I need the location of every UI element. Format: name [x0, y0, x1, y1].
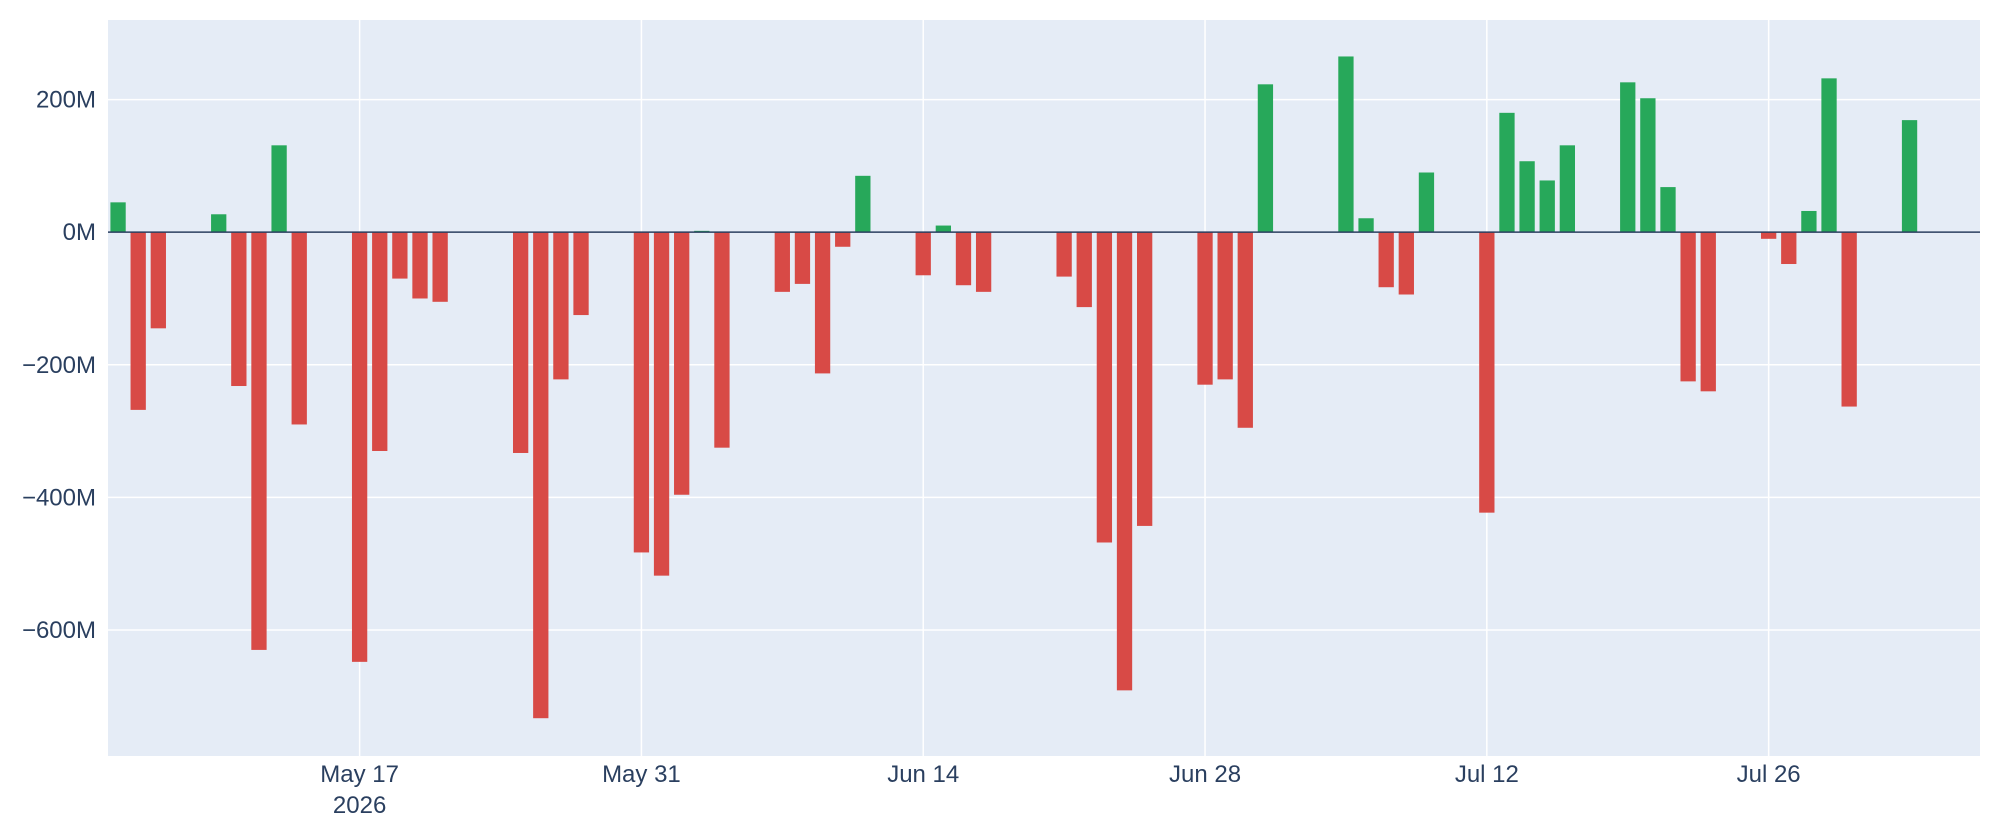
x-axis-ticks: May 17 2026 May 31 Jun 14 Jun 28 Jul 12 Jul 26 — [320, 761, 1800, 819]
bar — [1640, 98, 1656, 233]
plot-background — [108, 20, 1980, 756]
bar — [1821, 78, 1837, 233]
x-tick-label: Jul 26 — [1737, 761, 1801, 788]
bar — [1257, 84, 1274, 233]
bars — [110, 56, 1918, 719]
x-tick-sublabel: 2026 — [333, 792, 386, 819]
bar — [1116, 232, 1133, 691]
bar — [372, 232, 388, 451]
bar — [674, 232, 690, 495]
bar — [533, 232, 549, 719]
bar — [1760, 232, 1777, 239]
bar — [1197, 232, 1213, 385]
bar — [935, 225, 952, 233]
bar — [392, 232, 408, 279]
y-tick-label: 0M — [63, 219, 96, 246]
bar — [573, 232, 589, 316]
bar — [211, 214, 227, 233]
bar — [1378, 232, 1394, 288]
bar — [1901, 120, 1918, 233]
bar — [1358, 218, 1374, 233]
bar — [633, 232, 650, 553]
bar — [1418, 172, 1435, 233]
bar — [774, 232, 790, 292]
x-tick-label: May 17 — [320, 761, 399, 788]
bar — [915, 232, 931, 276]
x-tick-label: May 31 — [602, 761, 681, 788]
bar — [1660, 187, 1676, 233]
bar — [1559, 145, 1576, 233]
x-tick-label: Jul 12 — [1455, 761, 1519, 788]
bar — [110, 202, 126, 233]
bar — [1519, 161, 1535, 233]
bar — [1096, 232, 1113, 543]
bar — [975, 232, 992, 292]
bar — [1136, 232, 1153, 526]
bar — [231, 232, 247, 387]
bar — [512, 232, 529, 453]
bar — [412, 232, 428, 299]
bar — [1398, 232, 1414, 295]
bar — [714, 232, 730, 448]
bar — [1499, 112, 1515, 233]
bar — [1479, 232, 1495, 513]
bar — [1056, 232, 1072, 277]
bar — [1076, 232, 1092, 308]
bar — [1680, 232, 1696, 382]
bar — [130, 232, 146, 410]
bar — [271, 145, 287, 233]
y-axis-ticks: 200M 0M −200M −400M −600M — [22, 87, 96, 644]
bar — [1801, 210, 1817, 233]
bar — [855, 175, 871, 233]
bar — [814, 232, 831, 374]
bar — [251, 232, 267, 650]
bar — [1217, 232, 1233, 380]
y-tick-label: −400M — [22, 484, 96, 511]
bar — [553, 232, 569, 380]
bar — [653, 232, 670, 576]
bar — [1841, 232, 1857, 407]
bar — [1237, 232, 1253, 428]
y-tick-label: −600M — [22, 617, 96, 644]
x-tick-label: Jun 14 — [887, 761, 959, 788]
y-tick-label: 200M — [36, 87, 96, 114]
bar — [794, 232, 811, 284]
bar — [1700, 232, 1716, 392]
bar — [1338, 56, 1354, 233]
bar — [351, 232, 368, 662]
bar — [1620, 82, 1636, 233]
bar — [1539, 180, 1555, 233]
y-tick-label: −200M — [22, 352, 96, 379]
bar — [835, 232, 851, 247]
x-tick-label: Jun 28 — [1169, 761, 1241, 788]
bar — [1781, 232, 1797, 265]
bar — [291, 232, 307, 425]
bar — [150, 232, 166, 329]
bar — [955, 232, 972, 286]
bar — [432, 232, 448, 302]
